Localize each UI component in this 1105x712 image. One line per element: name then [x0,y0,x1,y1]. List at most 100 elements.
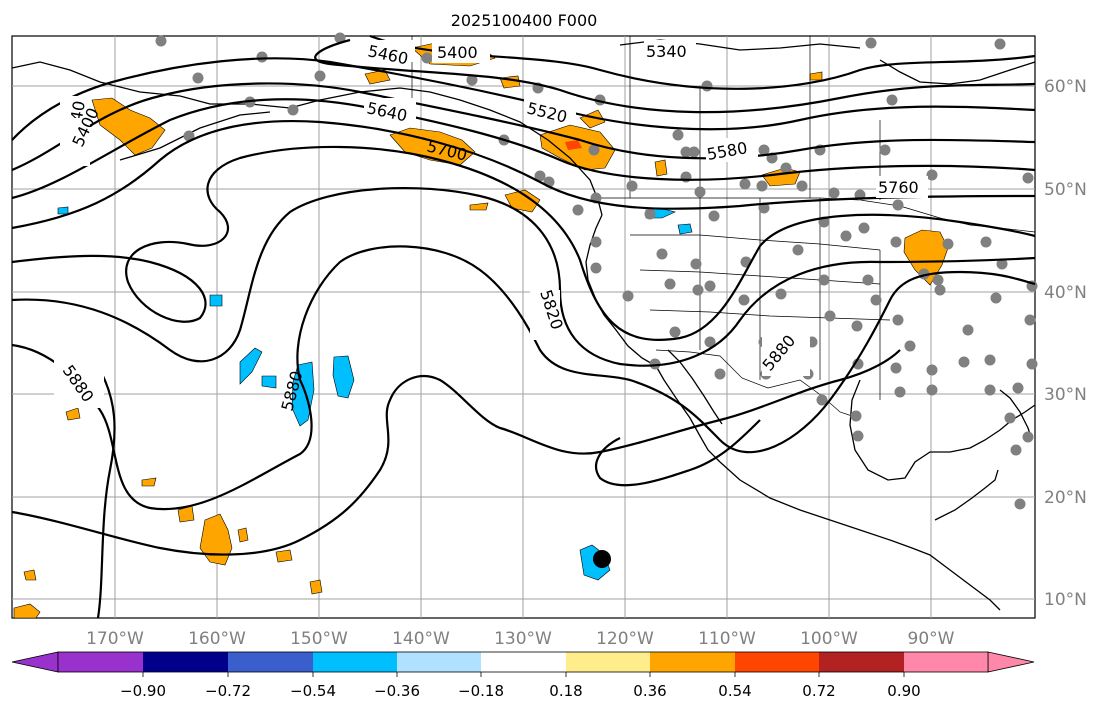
station-dot [890,236,902,248]
station-dot [664,278,676,290]
station-dot [926,169,938,181]
station-dot [828,187,840,199]
border-states [630,198,891,400]
station-dot [894,386,906,398]
field-patch [199,513,233,566]
station-dot [590,262,602,274]
lat-label: 50°N [1044,180,1087,200]
station-dot [780,162,792,174]
station-dot [701,80,713,92]
station-dot [942,238,954,250]
field-patch [239,347,263,385]
station-dot [1014,498,1026,510]
field-patch [237,527,249,543]
lat-label: 10°N [1044,590,1087,610]
contour-line [11,82,1036,172]
lat-label: 40°N [1044,283,1087,303]
station-dot [588,144,600,156]
colorbar-segment [735,652,819,672]
station-dot [680,146,692,158]
colorbar-segment [819,652,904,672]
colorbar-segment [228,652,313,672]
station-dot [155,35,167,47]
station-dot [892,199,904,211]
colorbar-segment [313,652,397,672]
station-dot [758,144,770,156]
colorbar-tick: 0.54 [718,682,751,700]
lon-label: 170°W [86,629,144,649]
lat-label: 20°N [1044,488,1087,508]
station-dot [994,38,1006,50]
station-dot [738,294,750,306]
lon-label: 120°W [596,629,654,649]
station-dot [824,310,836,322]
station-dot [287,104,299,116]
station-dot [850,410,862,422]
lon-label: 90°W [908,629,955,649]
graticule [12,36,1035,618]
station-dot [756,180,768,192]
station-dot [622,290,634,302]
contour-line [11,57,1036,141]
contour-labels: 5460 5400 5340 5520 5640 5700 5580 5760 … [54,40,928,413]
field-patch [565,140,582,150]
station-dot [466,74,478,86]
colorbar-extend-high [987,651,1035,673]
station-dot [644,208,656,220]
station-dot [704,336,716,348]
station-dot [1022,431,1034,443]
station-dot [796,180,808,192]
coastline-mexico-pacific [719,461,1001,611]
station-dot [879,144,891,156]
lat-label: 30°N [1044,385,1087,405]
contour-line [314,38,1036,114]
field-patch [309,579,323,595]
field-patch [91,97,166,156]
lon-label: 100°W [800,629,858,649]
station-dot [816,394,828,406]
station-dot [1024,314,1036,326]
colorbar-segment [397,652,481,672]
station-dot [862,274,874,286]
field-patch [332,355,355,399]
station-dot [656,248,668,260]
latitude-labels: 60°N 50°N 40°N 30°N 20°N 10°N [1044,77,1087,610]
field-patch [65,407,81,421]
station-dot [708,210,720,222]
colorbar-segment [904,652,988,672]
longitude-labels: 170°W 160°W 150°W 140°W 130°W 120°W 110°… [86,629,955,649]
lon-label: 140°W [392,629,450,649]
contour-label: 5400 [437,43,478,62]
colorbar-tick: 0.90 [887,682,920,700]
lon-label: 110°W [698,629,756,649]
station-dot [758,202,770,214]
coastline-aleutians [119,111,271,161]
lon-label: 150°W [290,629,348,649]
coastline-baja [655,365,721,463]
station-dot [649,358,661,370]
station-dot [932,274,944,286]
coastline-yucatan [934,469,999,521]
lon-label: 130°W [494,629,552,649]
field-patch [261,375,277,389]
station-dot [690,258,702,270]
station-dot [1004,412,1016,424]
station-dot [421,52,433,64]
station-dot [984,384,996,396]
station-dot [926,384,938,396]
colorbar-extend-low [11,651,59,673]
contour-line [11,349,901,556]
field-patch [57,206,69,215]
station-dot [958,356,970,368]
station-dot [775,288,787,300]
station-dot [926,364,938,376]
station-dot [534,170,546,182]
station-dot [996,258,1008,270]
station-dot [792,244,804,256]
colorbar-outline [57,651,989,673]
colorbar-segment [143,652,228,672]
station-dot [669,326,681,338]
station-dot [892,314,904,326]
station-dot [904,340,916,352]
